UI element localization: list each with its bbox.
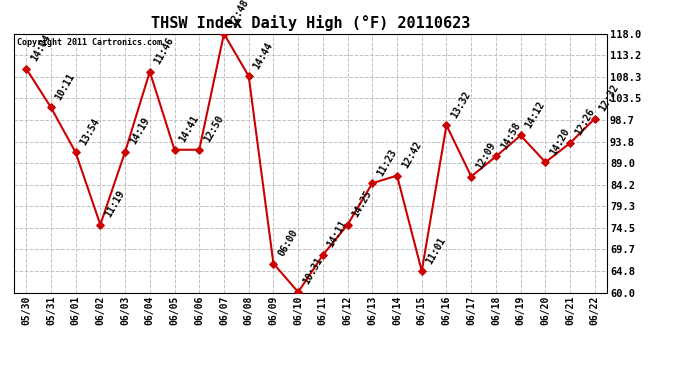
Point: [540, 159, 551, 165]
Text: 12:26: 12:26: [573, 107, 596, 138]
Text: 10:11: 10:11: [54, 71, 77, 102]
Text: 14:04: 14:04: [29, 33, 52, 63]
Point: [219, 31, 230, 37]
Point: [589, 116, 600, 122]
Point: [243, 73, 254, 79]
Text: 11:19: 11:19: [103, 189, 126, 219]
Text: 12:50: 12:50: [202, 114, 226, 144]
Point: [367, 180, 378, 186]
Text: 14:19: 14:19: [128, 116, 151, 146]
Point: [21, 66, 32, 72]
Point: [293, 289, 304, 295]
Text: 14:11: 14:11: [326, 219, 349, 249]
Text: 12:32: 12:32: [598, 82, 621, 113]
Text: 06:00: 06:00: [276, 228, 299, 258]
Text: 14:58: 14:58: [499, 120, 522, 151]
Title: THSW Index Daily High (°F) 20110623: THSW Index Daily High (°F) 20110623: [151, 15, 470, 31]
Point: [441, 122, 452, 128]
Text: 13:32: 13:32: [449, 89, 473, 120]
Text: 14:25: 14:25: [351, 189, 374, 219]
Point: [491, 153, 502, 159]
Text: 12:09: 12:09: [474, 141, 497, 171]
Text: Copyright 2011 Cartronics.com: Copyright 2011 Cartronics.com: [17, 38, 161, 46]
Text: 14:44: 14:44: [251, 40, 275, 70]
Point: [515, 132, 526, 138]
Text: 11:01: 11:01: [424, 235, 448, 266]
Point: [144, 69, 155, 75]
Point: [119, 149, 130, 155]
Point: [466, 174, 477, 180]
Text: 14:41: 14:41: [177, 114, 201, 144]
Point: [317, 252, 328, 258]
Point: [194, 147, 205, 153]
Text: 13:54: 13:54: [79, 116, 101, 147]
Text: 10:31: 10:31: [301, 256, 324, 286]
Text: 14:12: 14:12: [524, 99, 546, 130]
Point: [46, 104, 57, 110]
Point: [95, 222, 106, 228]
Point: [416, 268, 427, 274]
Text: 11:46: 11:46: [152, 36, 176, 66]
Text: 12:42: 12:42: [400, 140, 423, 170]
Point: [169, 147, 180, 153]
Point: [564, 140, 575, 146]
Point: [70, 149, 81, 155]
Point: [268, 261, 279, 267]
Point: [391, 172, 402, 178]
Point: [342, 222, 353, 228]
Text: 12:48: 12:48: [227, 0, 250, 28]
Text: 14:20: 14:20: [548, 126, 571, 157]
Text: 11:23: 11:23: [375, 147, 398, 178]
